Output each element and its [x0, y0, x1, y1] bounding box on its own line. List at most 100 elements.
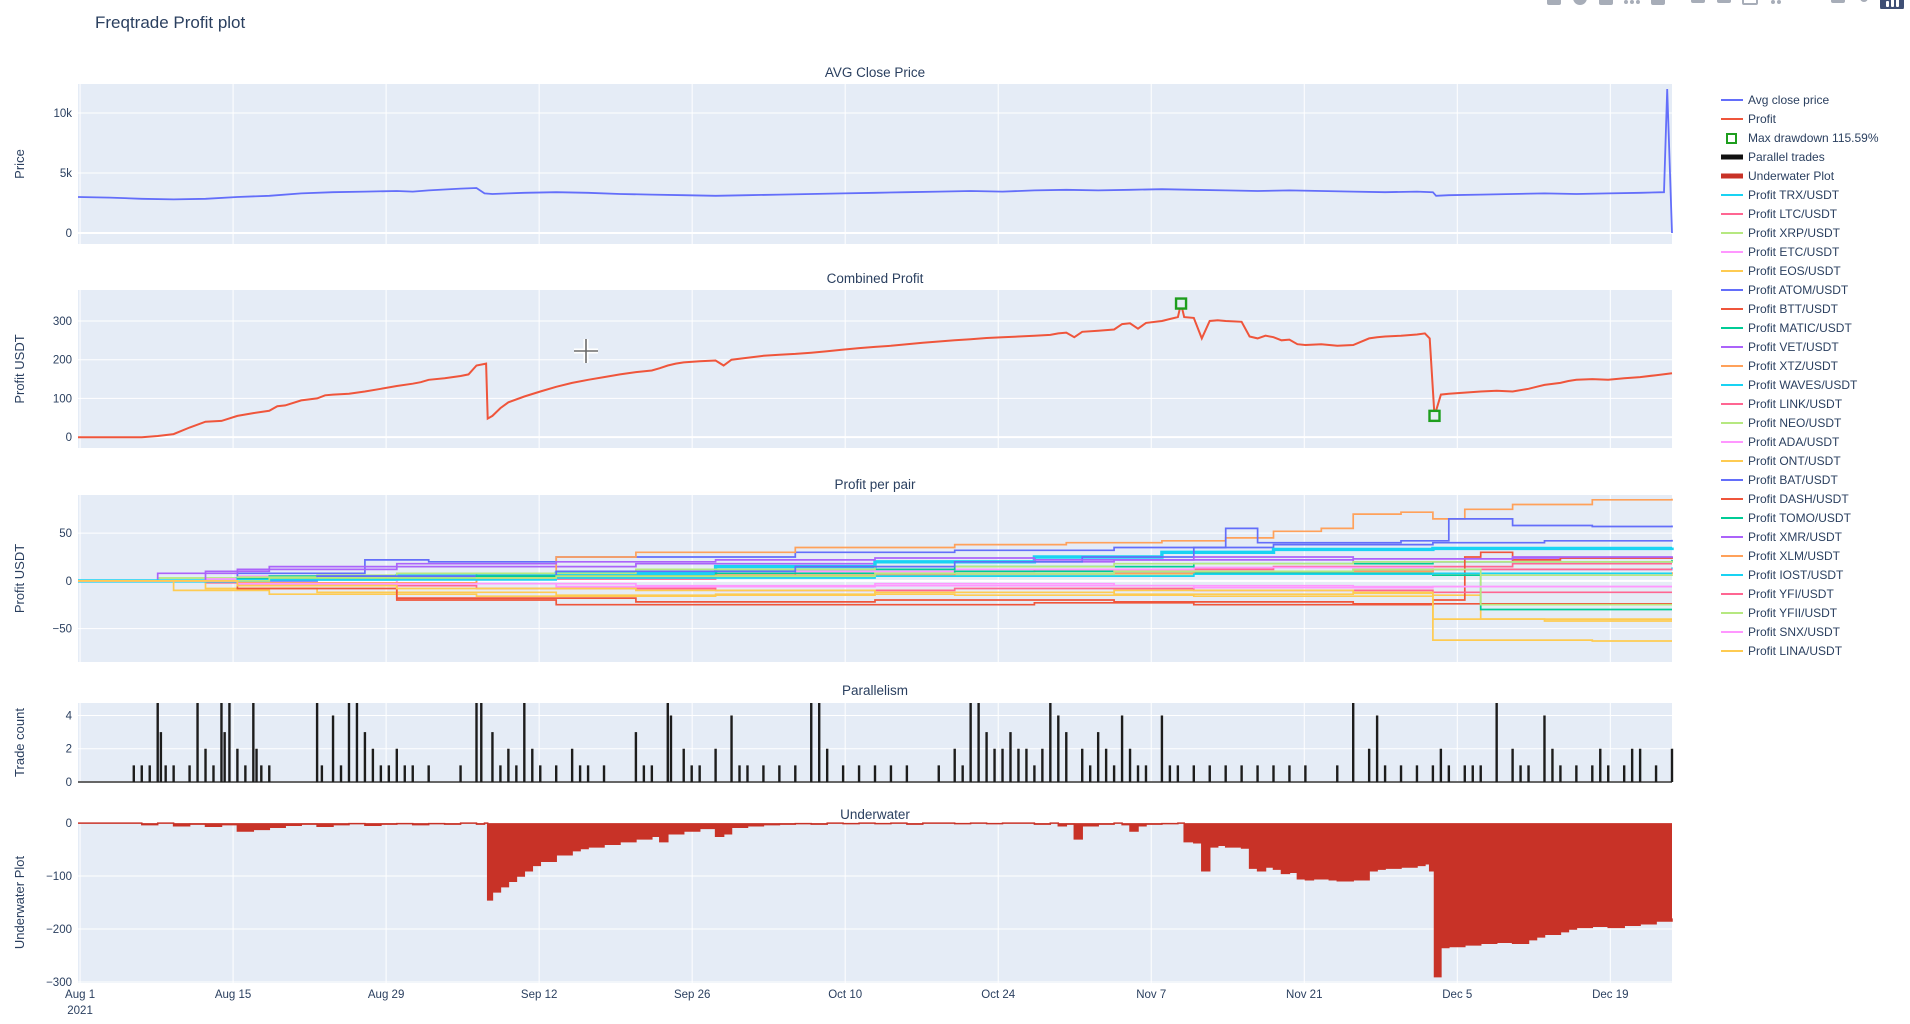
- legend-item-profit-vet-usdt[interactable]: Profit VET/USDT: [1720, 337, 1910, 356]
- trade-count-bar: [1511, 748, 1514, 782]
- camera-icon[interactable]: [1544, 0, 1564, 9]
- legend-item-profit-lina-usdt[interactable]: Profit LINA/USDT: [1720, 641, 1910, 660]
- legend-item-profit-bat-usdt[interactable]: Profit BAT/USDT: [1720, 470, 1910, 489]
- legend-item-profit[interactable]: Profit: [1720, 109, 1910, 128]
- reset-axes-icon[interactable]: [1766, 0, 1786, 9]
- legend-item-underwater-plot[interactable]: Underwater Plot: [1720, 166, 1910, 185]
- lasso-select-icon[interactable]: [1622, 0, 1642, 9]
- legend-label-profit-trx-usdt: Profit TRX/USDT: [1748, 187, 1840, 202]
- legend-item-profit-matic-usdt[interactable]: Profit MATIC/USDT: [1720, 318, 1910, 337]
- legend-swatch-profit-ont-usdt: [1720, 455, 1748, 467]
- zoom-in-icon[interactable]: [1688, 0, 1708, 9]
- trade-count-bar: [1399, 765, 1403, 782]
- trade-count-bar: [427, 765, 430, 782]
- series-avg-close-price: [77, 88, 1673, 234]
- legend-item-profit-ont-usdt[interactable]: Profit ONT/USDT: [1720, 451, 1910, 470]
- legend-label-profit-atom-usdt: Profit ATOM/USDT: [1748, 282, 1849, 297]
- trade-count-bar: [499, 765, 502, 782]
- subplot-parallelism: Parallelism Trade count 0 2 4: [12, 683, 1674, 789]
- series-profit-neo-usdt: [78, 560, 1673, 582]
- trade-count-bar: [738, 765, 741, 782]
- plotly-logo[interactable]: [1880, 0, 1904, 9]
- trade-count-bar: [1057, 715, 1060, 782]
- trade-count-bar: [666, 703, 669, 782]
- trade-count-bar: [669, 715, 673, 782]
- legend-item-profit-snx-usdt[interactable]: Profit SNX/USDT: [1720, 622, 1910, 641]
- legend-item-profit-atom-usdt[interactable]: Profit ATOM/USDT: [1720, 280, 1910, 299]
- trade-count-bar: [236, 748, 239, 782]
- trade-count-bar: [1439, 748, 1443, 782]
- trade-count-bar: [825, 748, 829, 782]
- box-select-icon[interactable]: [1648, 0, 1668, 9]
- y-tick-label: 100: [53, 393, 72, 405]
- legend-swatch-underwater-plot: [1720, 170, 1748, 182]
- legend-item-profit-link-usdt[interactable]: Profit LINK/USDT: [1720, 394, 1910, 413]
- trade-count-bar: [714, 748, 717, 782]
- spikeline-icon[interactable]: [1828, 0, 1848, 9]
- subplot-title: Underwater: [840, 807, 910, 822]
- plot-background: [78, 290, 1672, 448]
- trade-count-bar: [1479, 765, 1482, 782]
- legend-swatch-profit-matic-usdt: [1720, 322, 1748, 334]
- legend-item-avg-close-price[interactable]: Avg close price: [1720, 90, 1910, 109]
- zoom-out-icon[interactable]: [1714, 0, 1734, 9]
- legend-item-profit-ada-usdt[interactable]: Profit ADA/USDT: [1720, 432, 1910, 451]
- legend-item-profit-xlm-usdt[interactable]: Profit XLM/USDT: [1720, 546, 1910, 565]
- legend-item-profit-xtz-usdt[interactable]: Profit XTZ/USDT: [1720, 356, 1910, 375]
- legend-item-profit-yfii-usdt[interactable]: Profit YFII/USDT: [1720, 603, 1910, 622]
- legend-label-profit-yfii-usdt: Profit YFII/USDT: [1748, 605, 1838, 620]
- trade-count-bar: [132, 765, 135, 782]
- trade-count-bar: [1367, 748, 1371, 782]
- legend-item-parallel-trades[interactable]: Parallel trades: [1720, 147, 1910, 166]
- y-tick-label: 5k: [60, 168, 72, 180]
- legend-item-profit-dash-usdt[interactable]: Profit DASH/USDT: [1720, 489, 1910, 508]
- trade-count-bar: [1630, 748, 1634, 782]
- trade-count-bar: [172, 765, 175, 782]
- trade-count-bar: [480, 703, 483, 782]
- trade-count-bar: [459, 765, 462, 782]
- legend-label-profit-ada-usdt: Profit ADA/USDT: [1748, 434, 1840, 449]
- autoscale-icon[interactable]: [1740, 0, 1760, 9]
- legend-item-profit-xmr-usdt[interactable]: Profit XMR/USDT: [1720, 527, 1910, 546]
- legend-item-profit-waves-usdt[interactable]: Profit WAVES/USDT: [1720, 375, 1910, 394]
- subplot-profit-per-pair: Profit per pair Profit USDT −50 0 50: [12, 477, 1674, 662]
- trade-count-bar: [1009, 732, 1012, 782]
- trade-count-bar: [1559, 765, 1562, 782]
- x-tick-year-label: 2021: [67, 1005, 93, 1017]
- trade-count-bar: [1447, 765, 1451, 782]
- y-tick-label: −200: [46, 924, 72, 936]
- legend-swatch-parallel-trades: [1720, 151, 1748, 163]
- trade-count-bar: [1256, 765, 1259, 782]
- trade-count-bar: [905, 765, 909, 782]
- trade-count-bar: [1670, 748, 1674, 782]
- trade-count-bar: [411, 765, 414, 782]
- trade-count-bar: [244, 765, 247, 782]
- legend-item-max-drawdown-115-59-[interactable]: Max drawdown 115.59%: [1720, 128, 1910, 147]
- legend-item-profit-tomo-usdt[interactable]: Profit TOMO/USDT: [1720, 508, 1910, 527]
- legend-item-profit-etc-usdt[interactable]: Profit ETC/USDT: [1720, 242, 1910, 261]
- trade-count-bar: [204, 748, 207, 782]
- x-axis: Aug 1 2021 Aug 15 Aug 29 Sep 12 Sep 26 Oct 10 O…: [65, 989, 1628, 1017]
- trade-count-bar: [1240, 765, 1243, 782]
- trade-count-bar: [746, 765, 749, 782]
- legend-item-profit-trx-usdt[interactable]: Profit TRX/USDT: [1720, 185, 1910, 204]
- pan-icon[interactable]: [1596, 0, 1616, 9]
- trade-count-bar: [1383, 765, 1387, 782]
- legend-item-profit-btt-usdt[interactable]: Profit BTT/USDT: [1720, 299, 1910, 318]
- subplot-title: AVG Close Price: [825, 65, 925, 80]
- hover-closest-icon[interactable]: [1854, 0, 1874, 9]
- trade-count-bar: [1591, 765, 1594, 782]
- legend-item-profit-xrp-usdt[interactable]: Profit XRP/USDT: [1720, 223, 1910, 242]
- zoom-icon[interactable]: [1570, 0, 1590, 9]
- legend-item-profit-eos-usdt[interactable]: Profit EOS/USDT: [1720, 261, 1910, 280]
- legend-label-underwater-plot: Underwater Plot: [1748, 168, 1835, 183]
- trade-count-bar: [531, 748, 534, 782]
- trade-count-bar: [159, 732, 163, 782]
- legend-item-profit-neo-usdt[interactable]: Profit NEO/USDT: [1720, 413, 1910, 432]
- x-tick-label: Oct 24: [981, 989, 1015, 1001]
- legend-item-profit-yfi-usdt[interactable]: Profit YFI/USDT: [1720, 584, 1910, 603]
- legend-item-profit-iost-usdt[interactable]: Profit IOST/USDT: [1720, 565, 1910, 584]
- trade-count-bar: [148, 765, 151, 782]
- legend-item-profit-ltc-usdt[interactable]: Profit LTC/USDT: [1720, 204, 1910, 223]
